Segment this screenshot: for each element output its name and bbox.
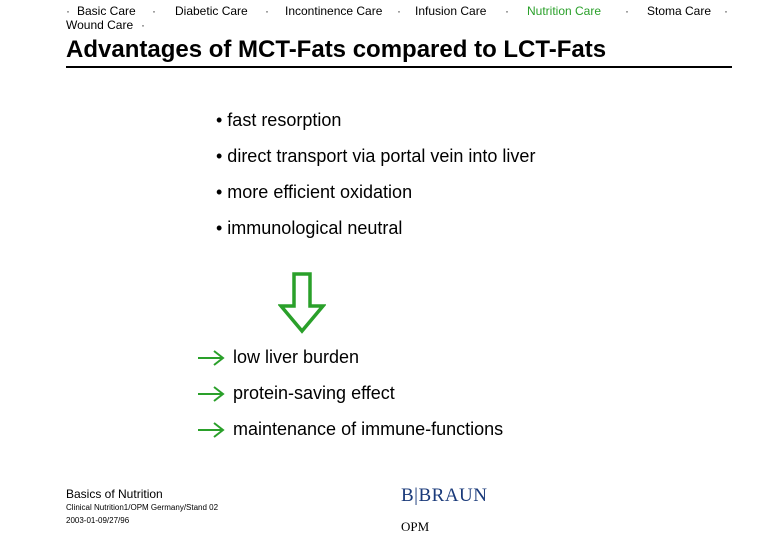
right-arrow-icon: [198, 422, 225, 438]
nav-item-stoma-care[interactable]: Stoma Care: [647, 4, 711, 18]
nav-link-basic-care[interactable]: Basic Care: [77, 4, 136, 18]
nav-separator: ·: [141, 18, 145, 32]
footer-date: 2003-01-09/27/96: [66, 516, 130, 525]
nav-item-diabetic-care[interactable]: Diabetic Care: [175, 4, 248, 18]
result-item: maintenance of immune-functions: [233, 419, 504, 439]
nav-separator: ·: [152, 4, 156, 18]
bullet-item: • direct transport via portal vein into …: [216, 146, 536, 166]
bullet-item: • more efficient oxidation: [216, 182, 413, 202]
bullet-item: • immunological neutral: [216, 218, 403, 238]
nav-link-nutrition-care[interactable]: Nutrition Care: [527, 4, 602, 18]
nav-link-infusion-care[interactable]: Infusion Care: [415, 4, 487, 18]
nav-separator: ·: [66, 4, 70, 18]
footer-section: Basics of Nutrition: [66, 487, 163, 501]
nav-link-diabetic-care[interactable]: Diabetic Care: [175, 4, 248, 18]
nav-item-infusion-care[interactable]: Infusion Care: [415, 4, 486, 18]
right-arrow-icon: [198, 350, 225, 366]
braun-logo: B|BRAUN: [401, 485, 488, 506]
nav-item-incontinence-care[interactable]: Incontinence Care: [285, 4, 382, 18]
result-item: low liver burden: [233, 347, 360, 367]
nav-separator: ·: [625, 4, 629, 18]
nav-link-incontinence-care[interactable]: Incontinence Care: [285, 4, 383, 18]
page-title: Advantages of MCT-Fats compared to LCT-F…: [66, 36, 732, 68]
nav-item-basic-care[interactable]: Basic Care: [77, 4, 136, 18]
nav-separator: ·: [397, 4, 401, 18]
nav-item-wound-care[interactable]: Wound Care: [66, 18, 133, 32]
nav-separator: ·: [265, 4, 269, 18]
nav-separator: ·: [724, 4, 728, 18]
right-arrow-icon: [198, 386, 225, 402]
footer-source: Clinical Nutrition1/OPM Germany/Stand 02: [66, 503, 219, 512]
result-item: protein-saving effect: [233, 383, 395, 403]
nav-separator: ·: [505, 4, 509, 18]
logo-subtitle: OPM: [401, 519, 430, 534]
bullet-item: • fast resorption: [216, 110, 342, 130]
nav-link-stoma-care[interactable]: Stoma Care: [647, 4, 712, 18]
nav-item-nutrition-care[interactable]: Nutrition Care: [527, 4, 601, 18]
down-arrow-outline-icon: [278, 272, 326, 334]
nav-link-wound-care[interactable]: Wound Care: [66, 18, 134, 32]
